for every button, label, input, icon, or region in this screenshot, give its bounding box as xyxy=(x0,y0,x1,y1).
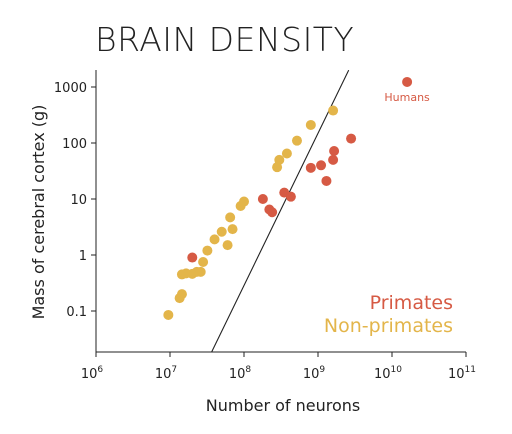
primates-point xyxy=(316,160,327,171)
y-tick-label: 1000 xyxy=(54,81,87,96)
non-primates-point xyxy=(291,135,302,146)
primates-point xyxy=(285,191,296,202)
non-primates-point xyxy=(222,240,233,251)
non-primates-point xyxy=(176,289,187,300)
legend-entry: Primates xyxy=(370,292,453,314)
legend-entry: Non-primates xyxy=(324,315,453,337)
x-tick-label: 108 xyxy=(229,365,252,382)
primates-point xyxy=(267,207,278,218)
primates-point xyxy=(346,133,357,144)
non-primates-point xyxy=(202,245,213,256)
y-tick-label: 100 xyxy=(62,137,87,152)
x-tick-label: 109 xyxy=(303,365,326,382)
non-primates-point xyxy=(281,148,292,159)
x-tick-label: 106 xyxy=(81,365,104,382)
non-primates-point xyxy=(209,234,220,245)
y-tick-label: 10 xyxy=(70,193,87,208)
primates-point xyxy=(305,162,316,173)
x-tick-label: 107 xyxy=(155,365,177,382)
trend-line xyxy=(211,70,350,352)
non-primates-point xyxy=(225,212,236,223)
chart-title: BRAIN DENSITY xyxy=(95,20,355,59)
x-tick-label: 1010 xyxy=(374,365,402,382)
y-tick-label: 0.1 xyxy=(66,305,87,320)
y-axis-title: Mass of cerebral cortex (g) xyxy=(29,105,48,320)
non-primates-point xyxy=(216,226,227,237)
annotation-label: Humans xyxy=(384,91,430,104)
annotations-layer: Humans xyxy=(384,91,430,104)
non-primates-point xyxy=(227,224,238,235)
non-primates-point xyxy=(163,309,174,320)
plot-frame xyxy=(95,70,466,353)
y-axis-ticks: 0.1 1 10 100 1000 xyxy=(54,81,96,320)
non-primates-point xyxy=(198,256,209,267)
x-tick-label: 1011 xyxy=(448,365,476,382)
primates-point xyxy=(402,76,413,87)
points-layer xyxy=(163,76,413,320)
non-primates-point xyxy=(195,266,206,277)
primates-point xyxy=(329,145,340,156)
primates-point xyxy=(328,154,339,165)
primates-point xyxy=(257,194,268,204)
y-tick-label: 1 xyxy=(79,249,87,264)
trend-layer xyxy=(211,70,350,352)
non-primates-point xyxy=(328,105,339,116)
x-axis-ticks: 106 107 108 109 1010 1011 xyxy=(81,352,476,382)
x-axis-title: Number of neurons xyxy=(206,396,360,415)
non-primates-point xyxy=(274,154,285,165)
primates-point xyxy=(321,175,332,186)
primates-point xyxy=(187,252,198,263)
non-primates-point xyxy=(305,119,316,130)
non-primates-point xyxy=(239,196,249,207)
